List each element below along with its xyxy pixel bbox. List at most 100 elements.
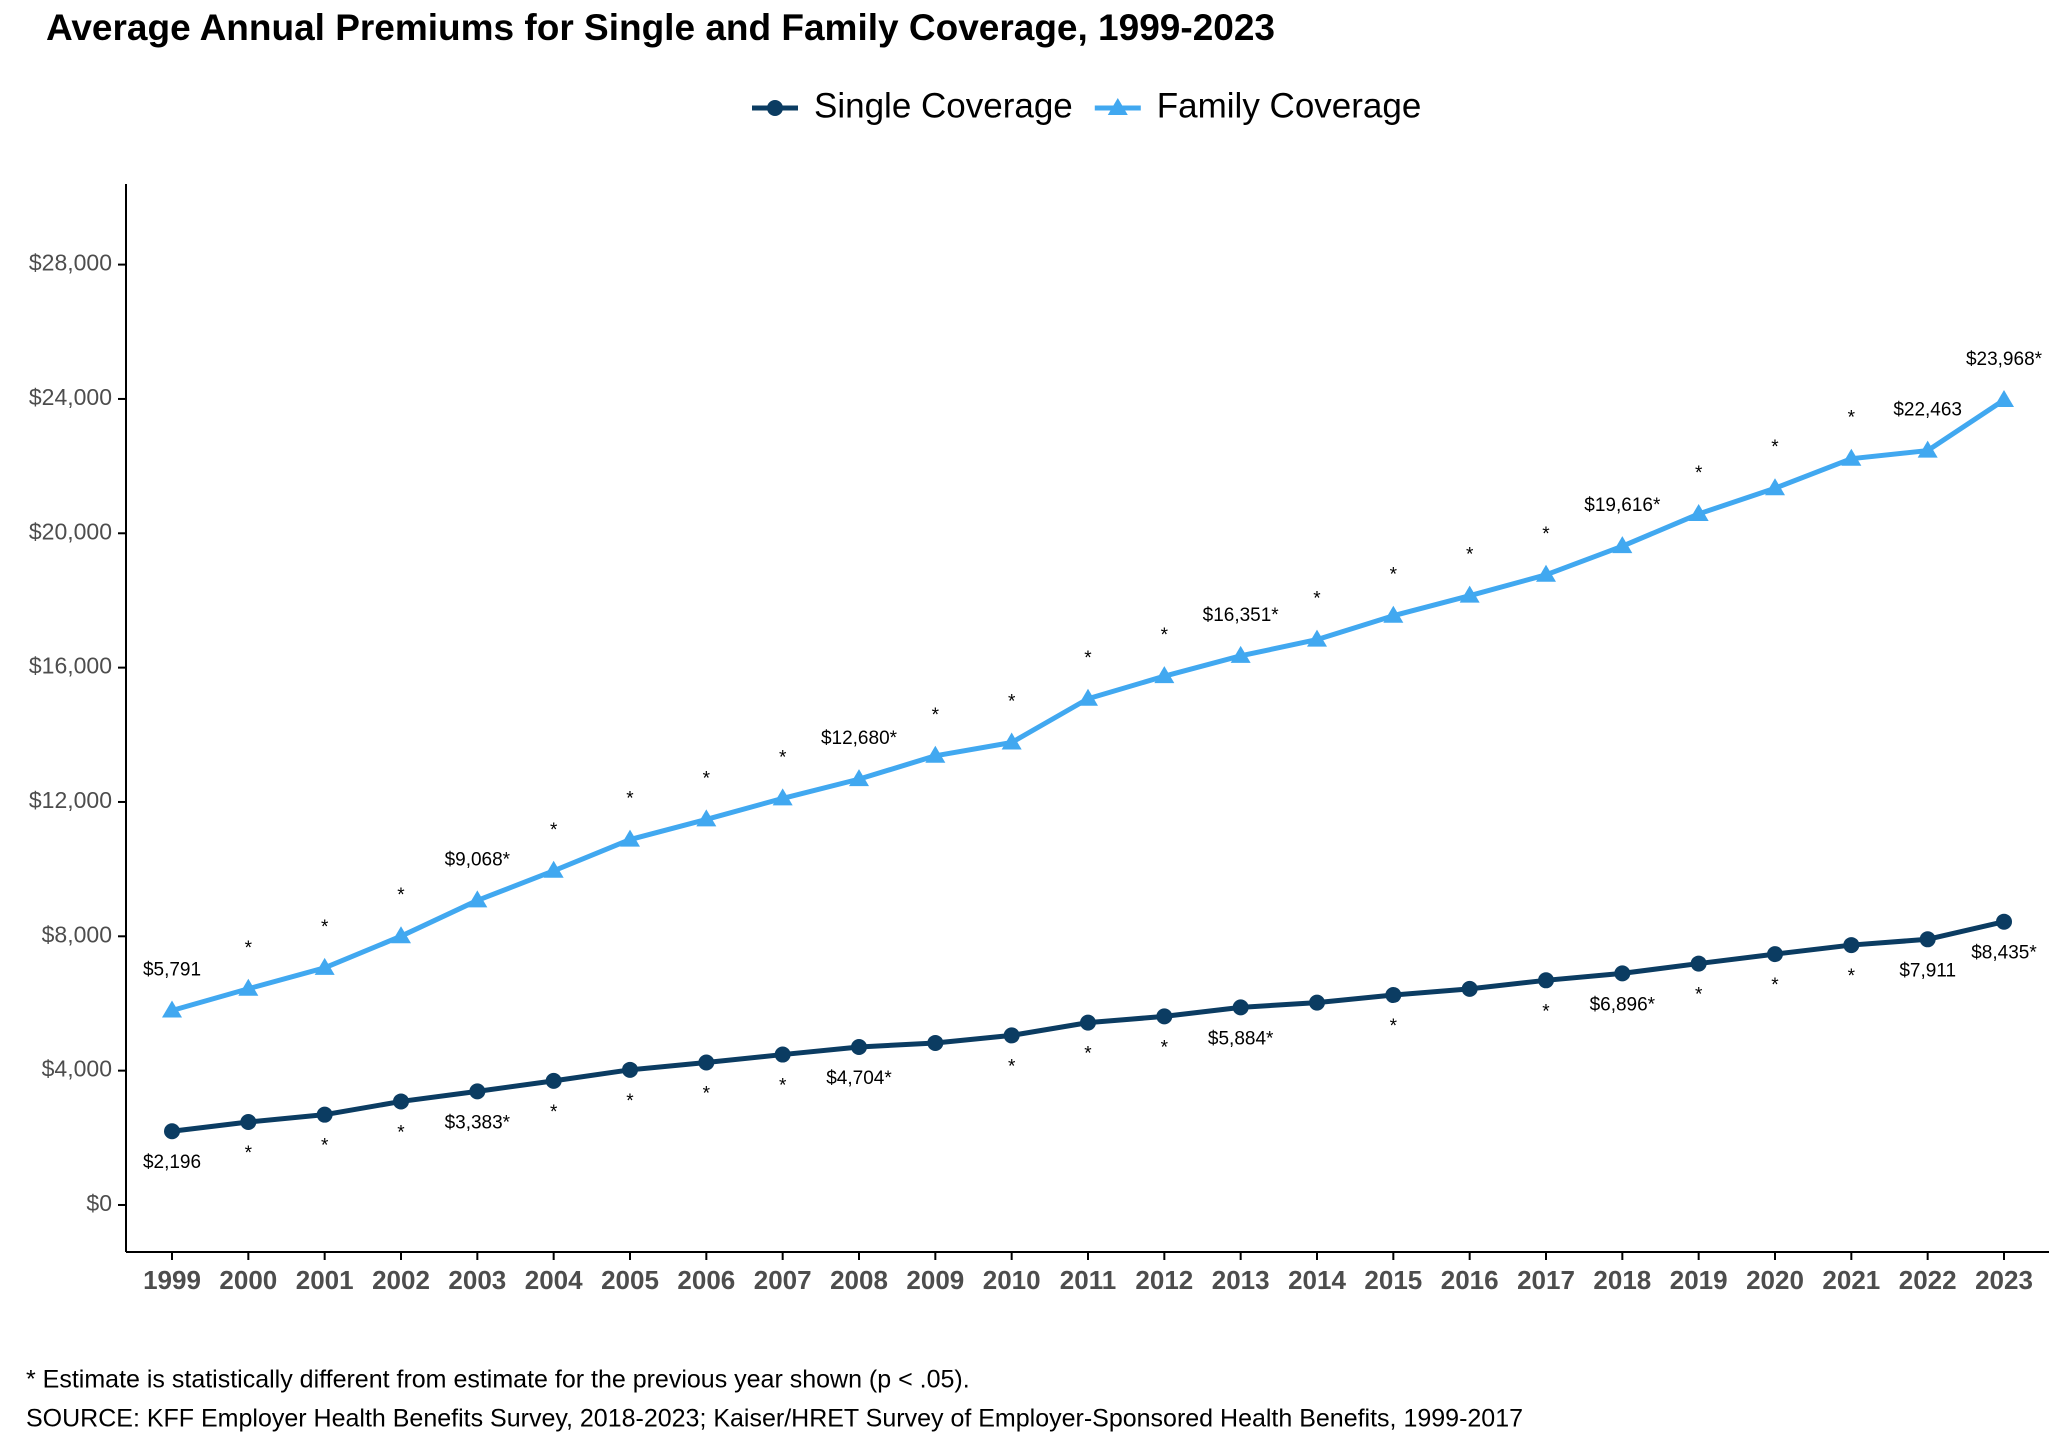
point (1996, 913, 2012, 930)
value-label: $6,896* (1590, 994, 1656, 1015)
point (698, 1054, 715, 1071)
x-tick-label: 2020 (1746, 1265, 1804, 1295)
point (1383, 605, 1404, 623)
point (1156, 1008, 1173, 1025)
point (1001, 732, 1022, 750)
legend-label: Family Coverage (1157, 86, 1422, 125)
point (772, 788, 793, 806)
y-tick-label: $16,000 (29, 653, 112, 679)
point (774, 1046, 791, 1063)
point (1078, 688, 1098, 706)
point (1612, 536, 1633, 554)
chart-title: Average Annual Premiums for Single and F… (46, 7, 1275, 48)
x-tick-label: 2005 (601, 1265, 659, 1295)
value-label: * (1848, 966, 1856, 987)
x-tick-label: 2013 (1212, 1265, 1270, 1295)
value-label: * (321, 1136, 329, 1157)
point (925, 745, 946, 763)
x-tick-label: 2007 (754, 1265, 812, 1295)
x-tick-label: 2023 (1975, 1265, 2033, 1295)
value-label: $23,968* (1966, 349, 2043, 370)
point (238, 978, 259, 996)
point (1461, 980, 1478, 997)
point (1767, 946, 1783, 963)
footnote: * Estimate is statistically different fr… (26, 1366, 970, 1394)
point (1003, 1027, 1020, 1044)
point (1307, 629, 1327, 647)
value-label: * (1084, 648, 1092, 669)
value-label: $5,884* (1208, 1028, 1274, 1049)
value-label: * (321, 917, 329, 938)
value-label: * (1848, 408, 1856, 429)
point (467, 890, 488, 908)
point (1843, 937, 1860, 954)
point (1917, 440, 1938, 458)
point (545, 1072, 562, 1089)
value-label: * (703, 1084, 711, 1105)
value-label: $12,680* (821, 728, 898, 749)
value-label: $22,463 (1893, 400, 1962, 421)
x-tick-label: 2015 (1364, 1265, 1422, 1295)
point (1994, 390, 2014, 408)
x-tick-label: 2010 (983, 1265, 1041, 1295)
value-label: $19,616* (1584, 495, 1661, 516)
x-tick-label: 2009 (906, 1265, 964, 1295)
x-tick-label: 2008 (830, 1265, 888, 1295)
point (1232, 999, 1249, 1016)
point (851, 1038, 867, 1055)
point (1841, 448, 1862, 466)
y-tick-label: $20,000 (29, 518, 112, 544)
point (1154, 666, 1175, 684)
value-label: * (1390, 1016, 1398, 1037)
y-tick-label: $12,000 (29, 787, 112, 813)
value-label: * (1466, 545, 1474, 566)
x-tick-label: 2019 (1670, 1265, 1728, 1295)
point (1614, 965, 1631, 982)
value-label: * (779, 747, 787, 768)
value-label: $5,791 (143, 960, 201, 981)
x-tick-label: 2017 (1517, 1265, 1575, 1295)
value-label: $4,704* (826, 1068, 892, 1089)
point (1385, 987, 1402, 1004)
y-tick-label: $4,000 (42, 1056, 112, 1082)
value-label: * (1008, 1056, 1016, 1077)
point (240, 1113, 257, 1130)
value-label: * (1008, 692, 1016, 713)
point (314, 957, 335, 975)
value-label: * (1771, 975, 1779, 996)
value-label: * (397, 1122, 405, 1143)
x-tick-label: 2012 (1135, 1265, 1193, 1295)
value-label: * (1542, 524, 1550, 545)
x-tick-label: 2021 (1822, 1265, 1880, 1295)
x-tick-label: 2004 (525, 1265, 583, 1295)
value-label: * (550, 1102, 558, 1123)
value-label: * (1771, 437, 1779, 458)
x-tick-label: 2014 (1288, 1265, 1346, 1295)
point (393, 1093, 409, 1110)
y-tick-label: $28,000 (29, 250, 112, 276)
source: SOURCE: KFF Employer Health Benefits Sur… (26, 1405, 1523, 1433)
point (391, 926, 411, 944)
value-label: * (1390, 565, 1398, 586)
point (1536, 564, 1556, 582)
value-label: * (779, 1076, 787, 1097)
value-label: * (397, 885, 405, 906)
point (162, 1000, 182, 1018)
value-label: * (1161, 625, 1169, 646)
point (1538, 972, 1554, 989)
y-tick-label: $0 (86, 1190, 112, 1216)
point (1459, 585, 1480, 603)
point (696, 809, 717, 827)
point (1230, 645, 1251, 663)
value-label: $2,196 (143, 1152, 201, 1173)
point (1080, 1014, 1096, 1031)
point (1765, 478, 1785, 496)
value-label: * (1084, 1044, 1092, 1065)
point (927, 1034, 944, 1051)
point (622, 1061, 638, 1078)
x-tick-label: 2016 (1441, 1265, 1499, 1295)
value-label: $9,068* (445, 849, 511, 870)
value-label: * (703, 768, 711, 789)
value-label: $3,383* (445, 1112, 511, 1133)
